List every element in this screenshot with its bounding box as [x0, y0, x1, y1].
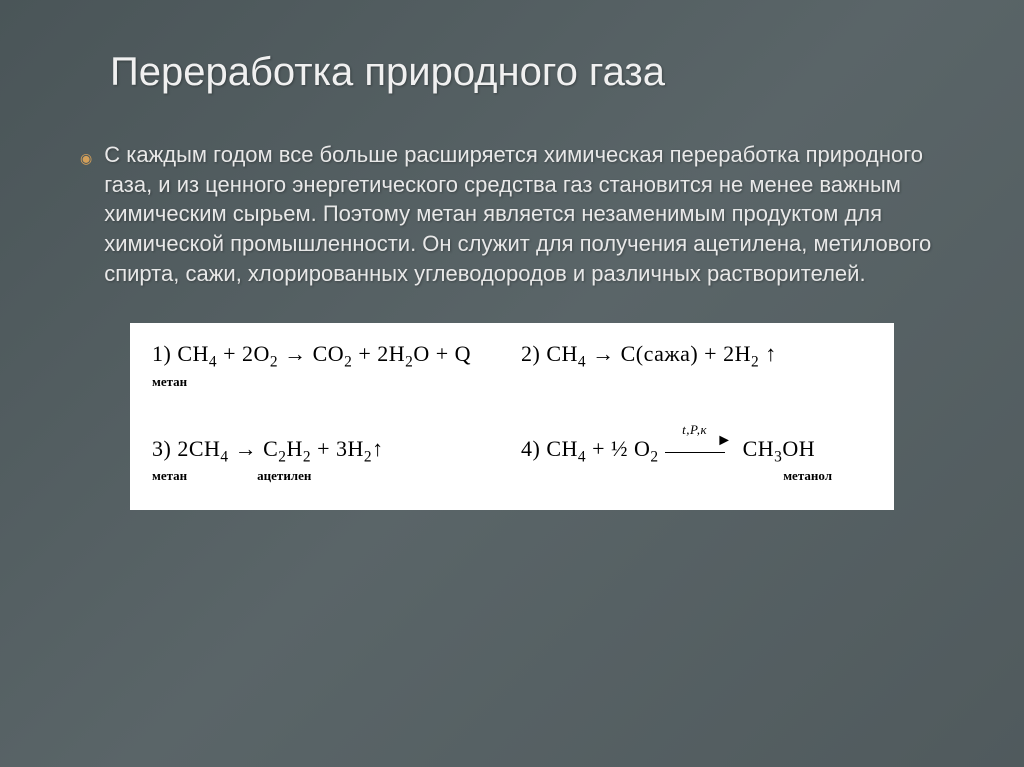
eq4-lhs-sub: 4 [578, 448, 586, 465]
body-block: ◉ С каждым годом все больше расширяется … [80, 140, 934, 288]
eq3-arrow: → [229, 436, 264, 461]
eq2-lhs: CH [546, 341, 578, 366]
eq3-cell: 3) 2CH4 → C2H2 + 3H2↑ метан ацетилен [152, 436, 503, 484]
eq3-rhs3: + 3H [311, 436, 364, 461]
slide-container: Переработка природного газа ◉ С каждым г… [0, 0, 1024, 550]
eq4-rhs: CH [743, 436, 775, 461]
eq4-rhs2: OH [782, 436, 815, 461]
eq4-num: 4) [521, 436, 540, 461]
eq2-lhs-sub: 4 [578, 354, 586, 371]
eq1-label: метан [152, 374, 503, 390]
eq1-lhs: CH [177, 341, 209, 366]
eq2-rhs1: C(сажа) + 2H [621, 341, 751, 366]
eq4-lhs: CH [546, 436, 578, 461]
eq2-arrow: → [586, 341, 621, 366]
eq3-lhs: 2CH [177, 436, 220, 461]
eq3-rhs2: H [286, 436, 302, 461]
eq1-rhs1: CO [313, 341, 345, 366]
eq4-arrow-line [665, 452, 725, 453]
slide-title: Переработка природного газа [110, 50, 954, 95]
eq-row-1: 1) CH4 + 2O2 → CO2 + 2H2O + Q метан 2) C… [152, 341, 872, 389]
eq2-formula: 2) CH4 → C(сажа) + 2H2 ↑ [521, 341, 872, 371]
eq1-formula: 1) CH4 + 2O2 → CO2 + 2H2O + Q [152, 341, 503, 371]
body-text: С каждым годом все больше расширяется хи… [104, 140, 934, 288]
eq3-up: ↑ [372, 436, 384, 461]
eq2-rhs1-sub: 2 [751, 354, 759, 371]
eq1-plus: + 2O [217, 341, 270, 366]
eq3-labels: метан ацетилен [152, 468, 503, 484]
eq3-label2: ацетилен [257, 468, 311, 484]
eq1-plus-sub: 2 [270, 354, 278, 371]
eq3-rhs1: C [263, 436, 278, 461]
eq2-num: 2) [521, 341, 540, 366]
eq1-num: 1) [152, 341, 171, 366]
eq3-formula: 3) 2CH4 → C2H2 + 3H2↑ [152, 436, 503, 466]
eq1-arrow: → [278, 341, 313, 366]
eq3-lhs-sub: 4 [220, 448, 228, 465]
eq-row-2: 3) 2CH4 → C2H2 + 3H2↑ метан ацетилен 4) … [152, 436, 872, 484]
eq-spacer [152, 398, 872, 428]
eq4-label: метанол [521, 468, 872, 484]
eq3-num: 3) [152, 436, 171, 461]
eq3-rhs2-sub: 2 [303, 448, 311, 465]
eq4-formula: 4) CH4 + ½ O2 t,P,к ► CH3OH [521, 436, 872, 466]
eq1-rhs2: + 2H [352, 341, 405, 366]
eq4-plus-sub: 2 [650, 448, 658, 465]
bullet-icon: ◉ [80, 144, 92, 172]
eq4-cell: 4) CH4 + ½ O2 t,P,к ► CH3OH метанол [503, 436, 872, 484]
eq3-label1: метан [152, 468, 187, 484]
equations-panel: 1) CH4 + 2O2 → CO2 + 2H2O + Q метан 2) C… [130, 323, 894, 510]
eq1-rhs3: O + Q [413, 341, 471, 366]
eq4-plus: + ½ O [586, 436, 650, 461]
eq2-cell: 2) CH4 → C(сажа) + 2H2 ↑ [503, 341, 872, 371]
eq4-arrow-head: ► [716, 432, 732, 450]
eq1-cell: 1) CH4 + 2O2 → CO2 + 2H2O + Q метан [152, 341, 503, 389]
eq3-rhs3-sub: 2 [364, 448, 372, 465]
eq2-up: ↑ [759, 341, 777, 366]
eq4-arrow: t,P,к ► [665, 438, 737, 464]
eq1-lhs-sub: 4 [209, 354, 217, 371]
